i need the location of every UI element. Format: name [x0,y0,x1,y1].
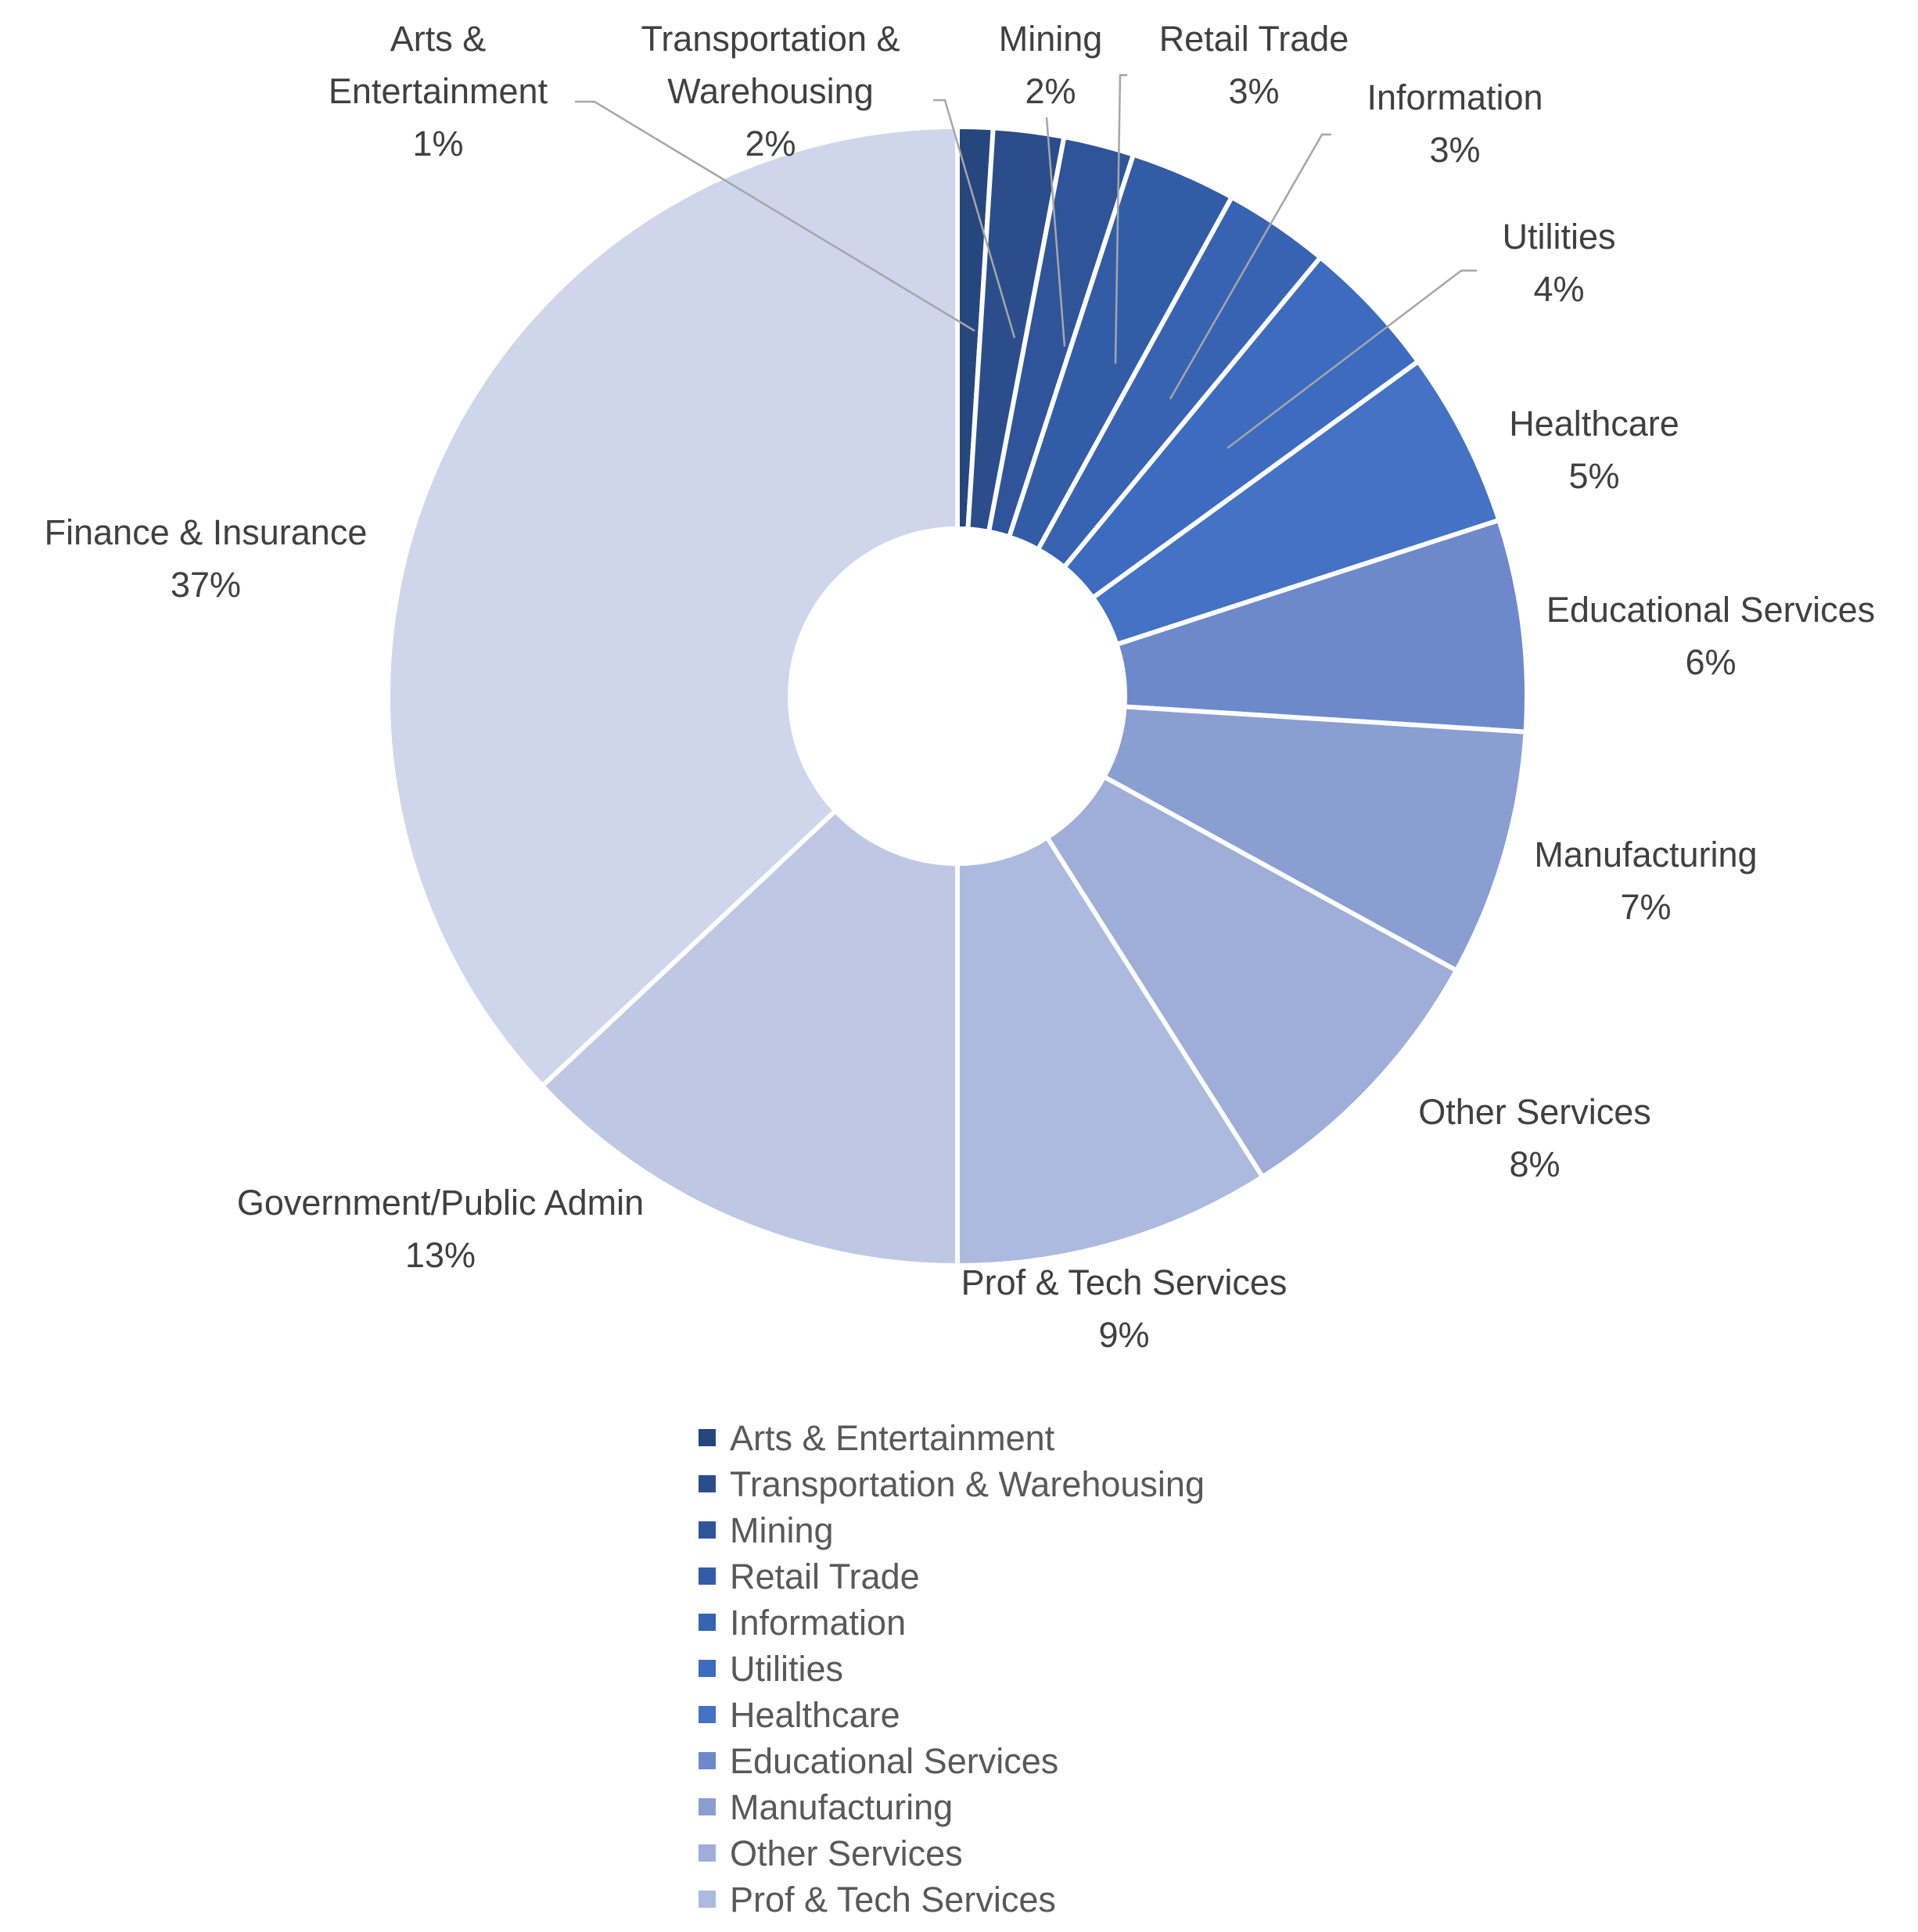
data-label-value-educational-services: 6% [1685,642,1736,682]
legend-swatch-healthcare [699,1706,716,1723]
data-label-name-manufacturing: Manufacturing [1534,835,1757,874]
leader-line-retail-trade [1114,74,1127,364]
data-label-value-information: 3% [1429,130,1480,170]
leader-line-utilities [1227,269,1477,449]
data-label-value-other-services: 8% [1509,1144,1560,1184]
data-label-name-finance-insurance: Finance & Insurance [45,512,368,552]
slice-government-public-admin [540,808,960,1268]
legend-label-information: Information [730,1603,906,1643]
data-label-name-arts-entertainment: Arts & [390,19,487,59]
data-label-name-mining: Mining [999,19,1103,59]
data-label-name-healthcare: Healthcare [1509,404,1679,443]
data-label-value-government-public-admin: 13% [405,1235,476,1275]
legend-label-arts-entertainment: Arts & Entertainment [730,1418,1055,1458]
legend-label-other-services: Other Services [730,1833,963,1873]
data-label-value-transportation-warehousing: 2% [745,124,796,163]
data-label-name-information: Information [1367,77,1543,117]
slice-manufacturing [1101,704,1528,973]
data-label-value-arts-entertainment: 1% [412,124,463,163]
legend-swatch-information [699,1614,716,1631]
data-label-name-utilities: Utilities [1502,217,1615,257]
legend-label-retail-trade: Retail Trade [730,1557,920,1596]
data-label-name-transportation-warehousing: Transportation & [641,19,900,59]
slice-other-services [1044,774,1459,1180]
leader-line-information [1169,133,1331,400]
data-label-name-retail-trade: Retail Trade [1159,19,1349,59]
legend-label-healthcare: Healthcare [730,1695,900,1735]
legend-swatch-utilities [699,1660,716,1677]
data-label-value-retail-trade: 3% [1228,71,1279,111]
data-label-name-transportation-warehousing: Warehousing [667,71,873,111]
leader-line-arts-entertainment [575,100,975,332]
legend-label-educational-services: Educational Services [730,1741,1058,1781]
leader-line-transportation-warehousing [933,99,1016,339]
data-label-name-prof-tech-services: Prof & Tech Services [961,1262,1288,1302]
data-label-name-government-public-admin: Government/Public Admin [237,1183,644,1223]
legend-swatch-educational-services [699,1752,716,1769]
legend-label-manufacturing: Manufacturing [730,1787,953,1827]
legend-swatch-manufacturing [699,1798,716,1815]
data-label-name-arts-entertainment: Entertainment [329,71,548,111]
legend-swatch-mining [699,1521,716,1539]
legend-swatch-transportation-warehousing [699,1475,716,1492]
legend-swatch-other-services [699,1844,716,1862]
data-label-value-mining: 2% [1025,71,1076,111]
data-label-name-other-services: Other Services [1418,1092,1651,1132]
data-label-value-utilities: 4% [1533,269,1584,309]
data-label-value-finance-insurance: 37% [171,565,241,605]
data-label-value-healthcare: 5% [1568,456,1619,496]
slice-healthcare [1090,359,1502,647]
legend-label-utilities: Utilities [730,1649,843,1689]
leader-line-mining [1045,117,1066,347]
legend-label-transportation-warehousing: Transportation & Warehousing [730,1464,1205,1504]
data-label-value-prof-tech-services: 9% [1098,1315,1149,1355]
slice-prof-tech-services [955,835,1266,1268]
legend-swatch-retail-trade [699,1568,716,1585]
legend-swatch-arts-entertainment [699,1429,716,1446]
legend-swatch-prof-tech-services [699,1891,716,1908]
data-label-name-educational-services: Educational Services [1546,590,1875,630]
legend-label-mining: Mining [730,1510,834,1550]
data-label-value-manufacturing: 7% [1620,887,1671,927]
slice-educational-services [1114,518,1529,734]
slice-finance-insurance [386,124,960,1089]
legend-label-prof-tech-services: Prof & Tech Services [730,1880,1056,1919]
